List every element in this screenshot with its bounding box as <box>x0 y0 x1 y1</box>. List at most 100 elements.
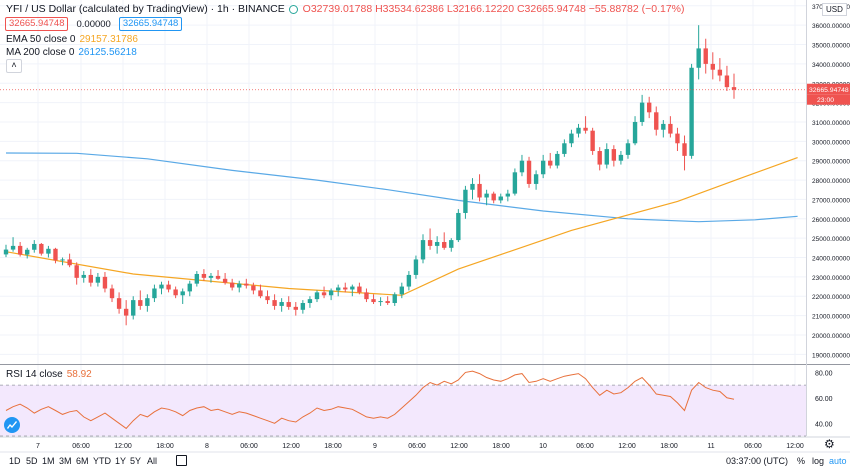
price-axis-tick: 21000.00000 <box>812 314 850 321</box>
candle-body <box>3 249 9 255</box>
candle-body <box>427 240 433 246</box>
candle-body <box>442 242 447 248</box>
candle-body <box>548 160 553 166</box>
candle-body <box>328 290 334 296</box>
range-6m-button[interactable]: 6M <box>76 456 89 466</box>
range-1y-button[interactable]: 1Y <box>115 456 127 466</box>
price-axis-tick: 31000.00000 <box>812 120 850 127</box>
price-axis-tick: 20000.00000 <box>812 333 850 340</box>
time-axis-tick: 18:00 <box>660 443 678 450</box>
log-scale-toggle[interactable]: log <box>812 456 825 466</box>
range-1d-button[interactable]: 1D <box>9 456 21 466</box>
ask-price-box[interactable]: 32665.94748 <box>118 17 183 31</box>
currency-label[interactable]: USD <box>822 3 847 16</box>
range-3m-button[interactable]: 3M <box>59 456 72 466</box>
countdown-label: 23:00 <box>817 97 834 104</box>
candle-body <box>222 278 228 283</box>
candle-body <box>540 160 546 175</box>
price-axis-tick: 23000.00000 <box>812 275 850 282</box>
calendar-icon[interactable] <box>176 455 187 466</box>
range-ytd-button[interactable]: YTD <box>93 456 111 466</box>
rsi-legend[interactable]: RSI 14 close 58.92 <box>6 369 92 380</box>
time-axis-tick: 18:00 <box>492 443 510 450</box>
candle-body <box>675 133 680 144</box>
time-axis-tick: 7 <box>36 443 40 450</box>
bottom-toolbar: 1D 5D 1M 3M 6M YTD 1Y 5Y All 03:37:00 (U… <box>0 453 850 469</box>
range-all-button[interactable]: All <box>147 456 158 466</box>
auto-scale-toggle[interactable]: auto <box>829 456 847 466</box>
time-axis-tick: 12:00 <box>618 443 636 450</box>
candle-body <box>25 249 30 255</box>
rsi-axis-tick: 60.00 <box>815 396 833 403</box>
chart-title: YFI / US Dollar (calculated by TradingVi… <box>6 3 685 15</box>
candle-body <box>53 248 58 261</box>
market-status-dot <box>288 4 298 14</box>
candle-body <box>60 259 65 261</box>
candle-body <box>484 193 489 198</box>
time-axis-tick: 18:00 <box>156 443 174 450</box>
price-axis-tick: 35000.00000 <box>812 43 850 50</box>
spread-value: 0.00000 <box>76 18 111 30</box>
candle-body <box>385 301 390 304</box>
candle-body <box>731 87 737 90</box>
candle-body <box>237 283 242 288</box>
candle-body <box>116 298 122 309</box>
ema-legend[interactable]: EMA 50 close 0 29157.31786 <box>6 34 138 45</box>
collapse-legend-button[interactable]: ˄ <box>6 59 22 73</box>
price-axis-tick: 27000.00000 <box>812 197 850 204</box>
candle-body <box>180 291 185 296</box>
range-1m-button[interactable]: 1M <box>42 456 55 466</box>
candle-body <box>88 274 94 283</box>
candle-body <box>477 183 482 198</box>
symbol-title[interactable]: YFI / US Dollar (calculated by TradingVi… <box>6 3 285 15</box>
candle-body <box>710 63 715 70</box>
candle-body <box>314 292 320 300</box>
candle-body <box>187 283 192 292</box>
time-axis-tick: 12:00 <box>786 443 804 450</box>
tradingview-logo-icon[interactable] <box>4 417 20 433</box>
candle-body <box>152 288 157 299</box>
candle-body <box>668 123 673 134</box>
candle-body <box>336 287 341 291</box>
candle-body <box>399 286 404 295</box>
ma-legend[interactable]: MA 200 close 0 26125.56218 <box>6 47 137 58</box>
ema50-line <box>5 157 798 296</box>
rsi-value: 58.92 <box>66 369 92 380</box>
candle-body <box>300 303 306 310</box>
candle-body <box>618 154 624 161</box>
candle-body <box>46 248 51 254</box>
price-axis-tick: 28000.00000 <box>812 178 850 185</box>
percent-scale-toggle[interactable]: % <box>797 456 806 466</box>
bid-price-box[interactable]: 32665.94748 <box>5 17 69 31</box>
candle-body <box>569 133 574 144</box>
time-axis-tick: 06:00 <box>576 443 594 450</box>
utc-clock[interactable]: 03:37:00 (UTC) <box>726 456 789 466</box>
time-axis-tick: 9 <box>373 443 377 450</box>
range-5y-button[interactable]: 5Y <box>130 456 142 466</box>
candle-body <box>470 183 475 190</box>
candle-body <box>512 172 518 194</box>
candle-body <box>562 143 567 154</box>
candle-body <box>639 102 645 122</box>
candle-body <box>646 102 652 113</box>
time-axis-tick: 8 <box>205 443 209 450</box>
rsi-axis-tick: 80.00 <box>815 370 833 377</box>
candle-body <box>307 299 313 304</box>
candle-body <box>661 123 666 130</box>
gear-icon[interactable]: ⚙ <box>824 437 835 451</box>
candle-body <box>364 292 369 300</box>
candle-body <box>215 275 221 279</box>
candle-body <box>689 67 694 156</box>
candle-body <box>392 294 397 304</box>
candle-body <box>145 298 150 306</box>
time-axis-tick: 12:00 <box>450 443 468 450</box>
candle-body <box>321 292 327 296</box>
candle-body <box>265 296 270 301</box>
candle-body <box>279 302 284 306</box>
time-axis-tick: 12:00 <box>282 443 300 450</box>
range-5d-button[interactable]: 5D <box>26 456 38 466</box>
candle-body <box>244 283 249 286</box>
candle-body <box>357 286 362 293</box>
candle-body <box>519 160 525 173</box>
